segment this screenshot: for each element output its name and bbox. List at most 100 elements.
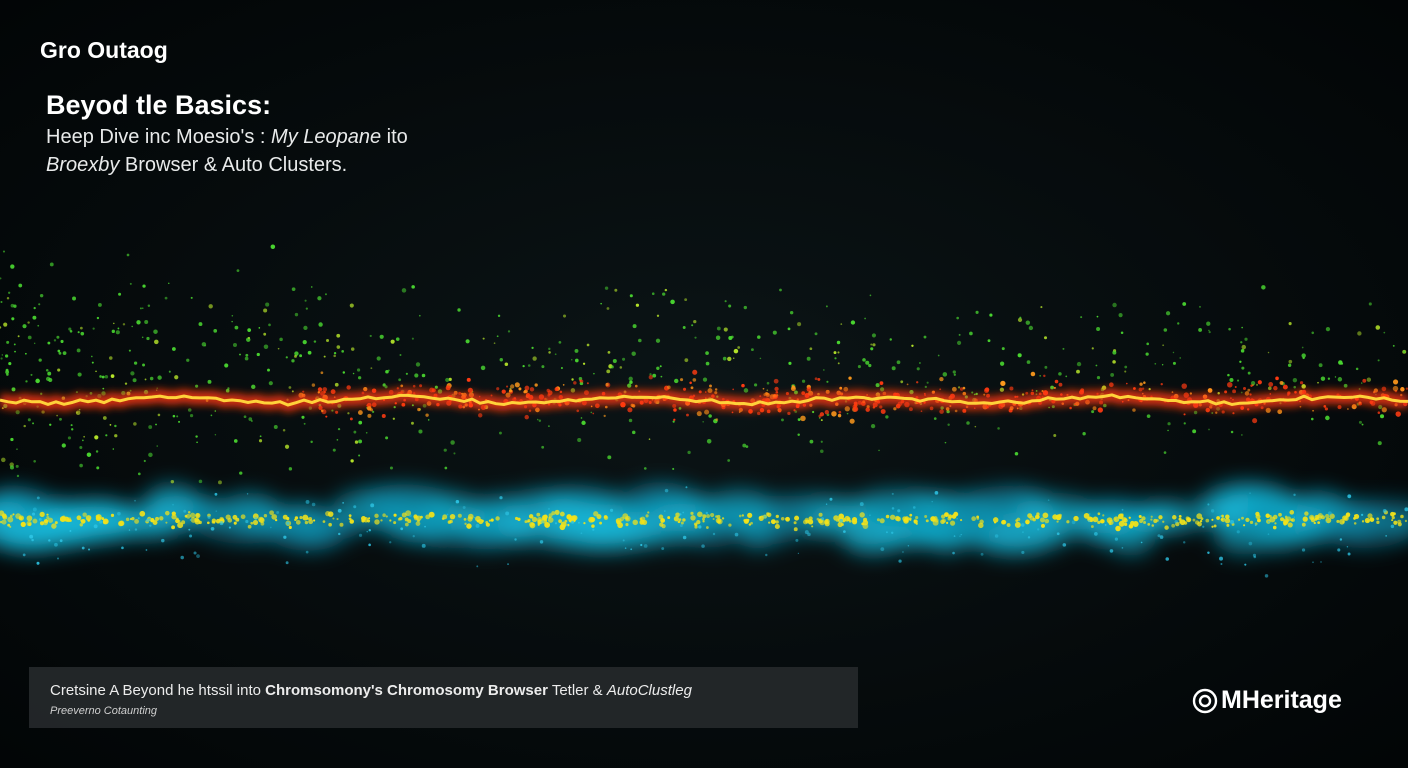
green-particle [974, 425, 977, 428]
green-particle [144, 378, 147, 381]
green-particle [606, 369, 611, 374]
red-particle [1337, 405, 1342, 410]
yellow-particle [181, 520, 186, 525]
green-particle [277, 347, 280, 350]
yellow-particle [20, 521, 26, 527]
green-particle [1377, 359, 1380, 362]
green-particle [772, 330, 777, 335]
green-particle [75, 391, 78, 394]
green-particle [80, 331, 85, 336]
red-particle [1268, 381, 1274, 387]
yellow-particle [327, 511, 334, 517]
green-particle [1267, 386, 1272, 391]
green-particle [1096, 376, 1101, 380]
yellow-particle [824, 520, 829, 525]
green-particle [385, 369, 389, 374]
green-particle [331, 409, 334, 412]
green-particle [1025, 320, 1031, 325]
green-particle [926, 381, 929, 384]
yellow-particle [559, 511, 565, 517]
yellow-particle [449, 519, 453, 524]
yellow-particle [944, 512, 949, 517]
green-particle [801, 379, 806, 383]
green-particle [139, 307, 142, 310]
yellow-particle [1361, 520, 1365, 523]
green-particle [48, 377, 53, 383]
red-particle [1257, 380, 1262, 385]
yellow-particle [295, 519, 301, 525]
green-particle [414, 373, 419, 378]
green-particle [1182, 302, 1187, 306]
green-particle [493, 342, 496, 344]
green-particle [1044, 365, 1048, 369]
blue-particle [679, 513, 682, 516]
blue-particle [825, 503, 828, 505]
green-particle [870, 423, 876, 429]
yellow-particle [1014, 521, 1021, 528]
blue-particle [1244, 563, 1247, 566]
blue-particle [193, 551, 197, 555]
green-particle [136, 320, 141, 325]
green-particle [411, 337, 414, 340]
green-particle [1206, 321, 1211, 326]
yellow-particle [1301, 522, 1306, 527]
blue-particle [145, 549, 148, 551]
yellow-particle [488, 519, 491, 522]
green-particle [1230, 430, 1234, 434]
green-particle [1039, 375, 1041, 377]
green-particle [1120, 331, 1124, 334]
green-particle [263, 332, 267, 336]
red-particle [317, 387, 323, 392]
green-particle [350, 459, 354, 463]
yellow-particle [10, 514, 13, 518]
yellow-particle [527, 519, 531, 523]
green-particle [128, 349, 131, 352]
red-particle [1347, 408, 1349, 410]
text: My Leopane [271, 126, 382, 148]
green-particle [92, 327, 95, 330]
green-particle [259, 435, 262, 438]
yellow-particle [171, 514, 177, 520]
blue-particle [172, 503, 174, 506]
blue-particle [412, 534, 415, 538]
green-particle [812, 410, 815, 414]
blue-particle [245, 519, 249, 524]
blue-particle [1252, 553, 1257, 557]
red-particle [1171, 391, 1174, 394]
yellow-particle [1237, 518, 1241, 521]
green-particle [294, 354, 297, 358]
yellow-particle [1313, 521, 1316, 525]
red-particle [369, 408, 373, 412]
green-particle [651, 292, 655, 296]
green-particle [112, 448, 115, 450]
green-particle [395, 337, 400, 341]
green-particle [1172, 351, 1175, 354]
green-particle [889, 338, 892, 341]
blue-particle [1293, 516, 1296, 518]
red-particle [715, 418, 719, 421]
green-particle [1208, 428, 1210, 431]
green-particle [871, 333, 877, 338]
blue-particle [254, 516, 258, 521]
text: Heep Dive inc Moesio's : [46, 126, 272, 148]
yellow-particle [712, 517, 715, 521]
green-particle [664, 288, 668, 292]
green-particle [809, 347, 813, 351]
red-particle [838, 410, 842, 414]
yellow-particle [1032, 517, 1036, 522]
yellow-particle [1106, 517, 1113, 524]
green-particle [326, 338, 330, 342]
blue-particle [145, 518, 150, 522]
yellow-particle [677, 520, 681, 524]
green-particle [531, 346, 534, 350]
green-particle [896, 360, 901, 365]
blue-particle [57, 557, 60, 560]
yellow-particle [903, 518, 909, 524]
green-particle [975, 392, 978, 396]
green-particle [1378, 404, 1383, 410]
green-particle [1017, 317, 1023, 322]
yellow-particle [780, 516, 785, 521]
red-particle [849, 418, 855, 424]
green-particle [307, 350, 312, 355]
green-particle [590, 411, 593, 414]
